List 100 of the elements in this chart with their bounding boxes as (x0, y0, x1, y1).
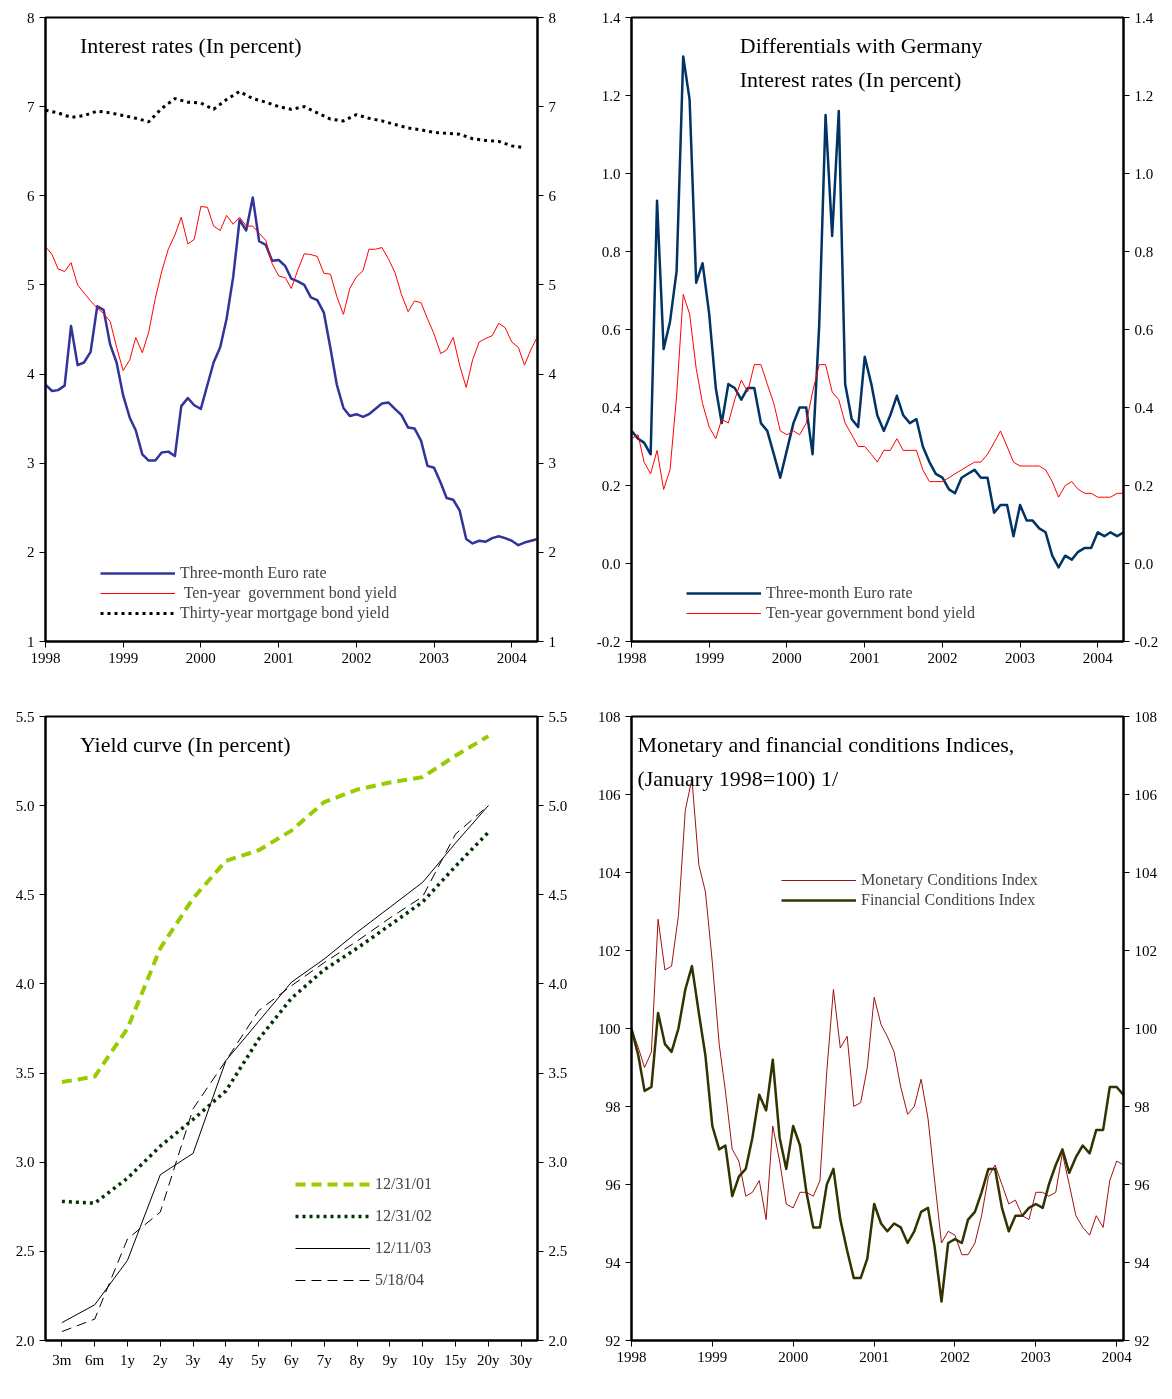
y-tick-label: 2.5 (15, 1243, 35, 1260)
y-tick-label: 4.5 (15, 886, 35, 903)
text: (January 1998=100) 1/ (637, 766, 839, 792)
y-tick-label: 1.2 (601, 87, 621, 104)
x-tick-label: 1998 (30, 649, 61, 666)
legend-label: Monetary Conditions Index (861, 871, 1038, 889)
x-tick-label: 6m (85, 1351, 105, 1368)
text: Yield curve (In percent) (79, 732, 291, 758)
text: Interest rates (In percent) (739, 67, 962, 93)
x-tick-label: 6y (284, 1351, 300, 1368)
x-tick-label: 4y (218, 1351, 234, 1368)
x-tick-label: 7y (316, 1351, 333, 1368)
x-tick-label: 10y (411, 1351, 435, 1368)
x-tick-label: 2004 (1101, 1348, 1133, 1365)
x-tick-label: 1998 (616, 649, 647, 666)
x-tick-label: 2001 (859, 1348, 890, 1365)
x-tick-label: 2000 (778, 1348, 809, 1365)
legend-label: 12/31/01 (375, 1175, 432, 1193)
x-tick-label: 9y (382, 1351, 398, 1368)
x-tick-label: 1y (120, 1351, 136, 1368)
y2-tick-label: 4 (548, 366, 557, 383)
x-tick-label: 2003 (1005, 649, 1036, 666)
y2-tick-label: 98 (1134, 1098, 1150, 1115)
legend-label: 12/31/02 (375, 1207, 432, 1225)
y2-tick-label: 96 (1134, 1176, 1150, 1193)
x-tick-label: 2002 (927, 649, 958, 666)
y2-tick-label: 3.0 (548, 1154, 568, 1171)
y-tick-label: 102 (598, 942, 621, 959)
y-tick-label: 1.4 (601, 9, 621, 26)
y-tick-label: 5 (27, 276, 35, 293)
y2-tick-label: 0.8 (1134, 243, 1154, 260)
legend-label: 5/18/04 (375, 1271, 424, 1289)
legend-label: Three-month Euro rate (766, 584, 913, 602)
y2-tick-label: 0.6 (1134, 321, 1154, 338)
text: Differentials with Germany (739, 33, 983, 59)
y-tick-label: 5.5 (15, 708, 35, 725)
y2-tick-label: 5.5 (548, 708, 568, 725)
y-tick-label: 0.4 (601, 399, 621, 416)
y2-tick-label: 0.0 (1134, 555, 1154, 572)
y2-tick-label: 0.4 (1134, 399, 1154, 416)
y-tick-label: 8 (27, 9, 35, 26)
x-tick-label: 5y (251, 1351, 267, 1368)
x-tick-label: 2001 (849, 649, 880, 666)
y2-tick-label: 1.2 (1134, 87, 1154, 104)
y2-tick-label: 92 (1134, 1332, 1150, 1349)
x-tick-label: 2003 (419, 649, 450, 666)
legend-label: Financial Conditions Index (861, 891, 1036, 909)
x-tick-label: 1999 (694, 649, 725, 666)
y-tick-label: 98 (605, 1098, 621, 1115)
y-tick-label: 3.5 (15, 1065, 35, 1082)
y2-tick-label: 5 (548, 276, 556, 293)
text: Monetary and financial conditions Indices, (637, 732, 1015, 758)
x-tick-label: 1999 (697, 1348, 728, 1365)
y2-tick-label: 7 (548, 98, 557, 115)
x-tick-label: 2004 (496, 649, 528, 666)
y2-tick-label: 1.0 (1134, 165, 1154, 182)
y-tick-label: 2.0 (15, 1332, 35, 1349)
legend-label: Ten-year government bond yield (182, 584, 397, 602)
x-tick-label: 3m (52, 1351, 72, 1368)
y2-tick-label: 2.5 (548, 1243, 568, 1260)
text: Interest rates (In percent) (79, 33, 302, 59)
y-tick-label: 106 (598, 786, 621, 803)
x-tick-label: 3y (185, 1351, 202, 1368)
y2-tick-label: 106 (1134, 786, 1158, 803)
y-tick-label: 6 (27, 187, 35, 204)
legend-label: Three-month Euro rate (180, 564, 327, 582)
y2-tick-label: 104 (1134, 864, 1158, 881)
x-tick-label: 20y (477, 1351, 501, 1368)
y-tick-label: 108 (598, 708, 621, 725)
y-tick-label: 100 (598, 1020, 621, 1037)
x-tick-label: 2y (152, 1351, 169, 1368)
y-tick-label: 0.0 (601, 555, 621, 572)
y-tick-label: 2 (27, 544, 35, 561)
y-tick-label: 92 (605, 1332, 621, 1349)
y2-tick-label: 3 (548, 455, 556, 472)
y2-tick-label: 5.0 (548, 797, 568, 814)
x-tick-label: 15y (444, 1351, 468, 1368)
y-tick-label: 104 (598, 864, 621, 881)
x-tick-label: 30y (509, 1351, 533, 1368)
x-tick-label: 2000 (771, 649, 802, 666)
legend-label: 12/11/03 (375, 1239, 432, 1257)
x-tick-label: 2002 (940, 1348, 970, 1365)
y2-tick-label: 102 (1134, 942, 1157, 959)
y-tick-label: 3.0 (15, 1154, 35, 1171)
legend-label: Thirty-year mortgage bond yield (180, 604, 390, 622)
y-tick-label: 5.0 (15, 797, 35, 814)
y2-tick-label: 4.0 (548, 975, 568, 992)
y2-tick-label: 2.0 (548, 1332, 568, 1349)
y2-tick-label: 4.5 (548, 886, 568, 903)
y-tick-label: -0.2 (596, 633, 621, 650)
y-tick-label: 96 (605, 1176, 621, 1193)
y-tick-label: 94 (605, 1254, 621, 1271)
y-tick-label: 0.2 (601, 477, 621, 494)
y-tick-label: 0.6 (601, 321, 621, 338)
x-tick-label: 2003 (1020, 1348, 1051, 1365)
y2-tick-label: 1.4 (1134, 9, 1154, 26)
legend-label: Ten-year government bond yield (766, 604, 976, 622)
y-tick-label: 7 (27, 98, 35, 115)
x-tick-label: 2004 (1082, 649, 1114, 666)
x-tick-label: 1999 (108, 649, 139, 666)
